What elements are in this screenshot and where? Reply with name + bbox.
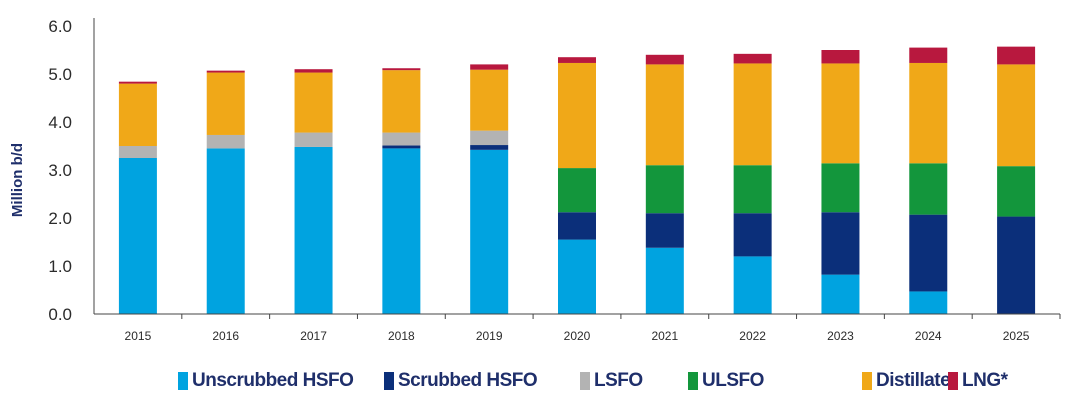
bar-segment (470, 130, 509, 146)
bar-segment (909, 62, 948, 164)
bar-segment (821, 50, 860, 64)
bar-segment (909, 163, 948, 215)
bar-segment (733, 213, 772, 257)
x-tick-label: 2023 (827, 329, 854, 343)
bar-segment (558, 168, 596, 213)
bar-segment (645, 165, 684, 214)
x-axis-ticks: 2015 2016 2017 2018 2019 2020 2021 2022 2023 2024… (125, 329, 1030, 343)
x-tick-label: 2018 (388, 329, 415, 343)
x-tick-label: 2025 (1003, 329, 1030, 343)
legend-swatch (580, 372, 590, 390)
bar-segment (997, 46, 1036, 65)
bar-segment (118, 83, 157, 146)
x-tick-label: 2021 (651, 329, 678, 343)
bar-segment (645, 247, 684, 314)
y-tick-label: 5.0 (48, 65, 72, 84)
bar-segment (294, 72, 333, 133)
legend-swatch (862, 372, 872, 390)
legend-item: Scrubbed HSFO (384, 370, 538, 392)
bar-segment (206, 72, 245, 135)
bar-segment (909, 214, 948, 292)
x-tick-label: 2019 (476, 329, 503, 343)
bar-segment (733, 63, 772, 166)
axes (93, 18, 1061, 319)
x-tick-label: 2016 (212, 329, 239, 343)
bar-segment (909, 291, 948, 314)
y-tick-label: 2.0 (48, 209, 72, 228)
legend-label: LNG* (962, 370, 1008, 391)
stacked-bar-chart: Million b/d 0.01.02.03.04.05.06.0 2015 20… (9, 17, 1061, 343)
bar-segment (997, 216, 1036, 314)
legend-item: Distillate (862, 370, 951, 392)
bar-segment (558, 212, 596, 240)
bar-segment (118, 158, 157, 314)
legend-swatch (384, 372, 394, 390)
y-axis-title-group: Million b/d (9, 143, 26, 217)
bar-segment (118, 146, 157, 158)
bar-segment (821, 212, 860, 275)
bar-segment (997, 166, 1036, 217)
bar-segment (821, 63, 860, 164)
bar-segment (733, 256, 772, 314)
bar-segment (118, 81, 157, 84)
x-tick-label: 2020 (564, 329, 591, 343)
bar-segment (470, 149, 509, 314)
bar-segment (382, 145, 421, 149)
bar-segment (733, 53, 772, 64)
legend-item: Unscrubbed HSFO (178, 370, 354, 392)
bar-segment (470, 64, 509, 70)
bar-segment (645, 54, 684, 65)
bar-segment (997, 64, 1036, 167)
legend-label: ULSFO (702, 370, 764, 391)
x-tick-label: 2024 (915, 329, 942, 343)
legend-swatch (948, 372, 958, 390)
bar-segment (382, 70, 421, 133)
y-tick-label: 4.0 (48, 113, 72, 132)
bar-segment (733, 165, 772, 214)
bar-segment (294, 69, 333, 73)
bar-segment (206, 70, 245, 73)
legend-item: ULSFO (688, 370, 764, 392)
bar-segment (821, 163, 860, 213)
x-tick-label: 2017 (300, 329, 327, 343)
bar-segment (909, 47, 948, 63)
y-tick-label: 3.0 (48, 161, 72, 180)
y-axis-title: Million b/d (9, 143, 26, 217)
bar-segment (558, 239, 596, 314)
legend: Unscrubbed HSFO Scrubbed HSFO LSFO ULSFO Dis… (0, 360, 1070, 392)
bar-segment (470, 145, 509, 150)
y-tick-label: 0.0 (48, 305, 72, 324)
bar-segment (382, 148, 421, 314)
bar-segment (645, 64, 684, 166)
bar-segment (821, 274, 860, 314)
bars (118, 46, 1036, 314)
bar-segment (294, 132, 333, 147)
bar-segment (470, 69, 509, 131)
legend-label: Scrubbed HSFO (398, 370, 538, 391)
bar-segment (645, 213, 684, 248)
bar-segment (558, 57, 596, 63)
bar-segment (558, 62, 596, 169)
bar-segment (382, 68, 421, 71)
y-axis-ticks: 0.0 1.0 2.0 3.0 4.0 5.0 6.0 (48, 17, 72, 324)
legend-label: LSFO (594, 370, 643, 391)
legend-item: LSFO (580, 370, 643, 392)
legend-label: Distillate (876, 370, 951, 391)
x-tick-label: 2015 (125, 329, 152, 343)
bar-segment (206, 134, 245, 149)
legend-item: LNG* (948, 370, 1008, 392)
bar-segment (206, 148, 245, 314)
y-tick-label: 1.0 (48, 257, 72, 276)
legend-swatch (178, 372, 188, 390)
legend-swatch (688, 372, 698, 390)
bar-segment (382, 132, 421, 146)
x-tick-label: 2022 (739, 329, 766, 343)
legend-label: Unscrubbed HSFO (192, 370, 354, 391)
y-tick-label: 6.0 (48, 17, 72, 36)
bar-segment (294, 146, 333, 314)
